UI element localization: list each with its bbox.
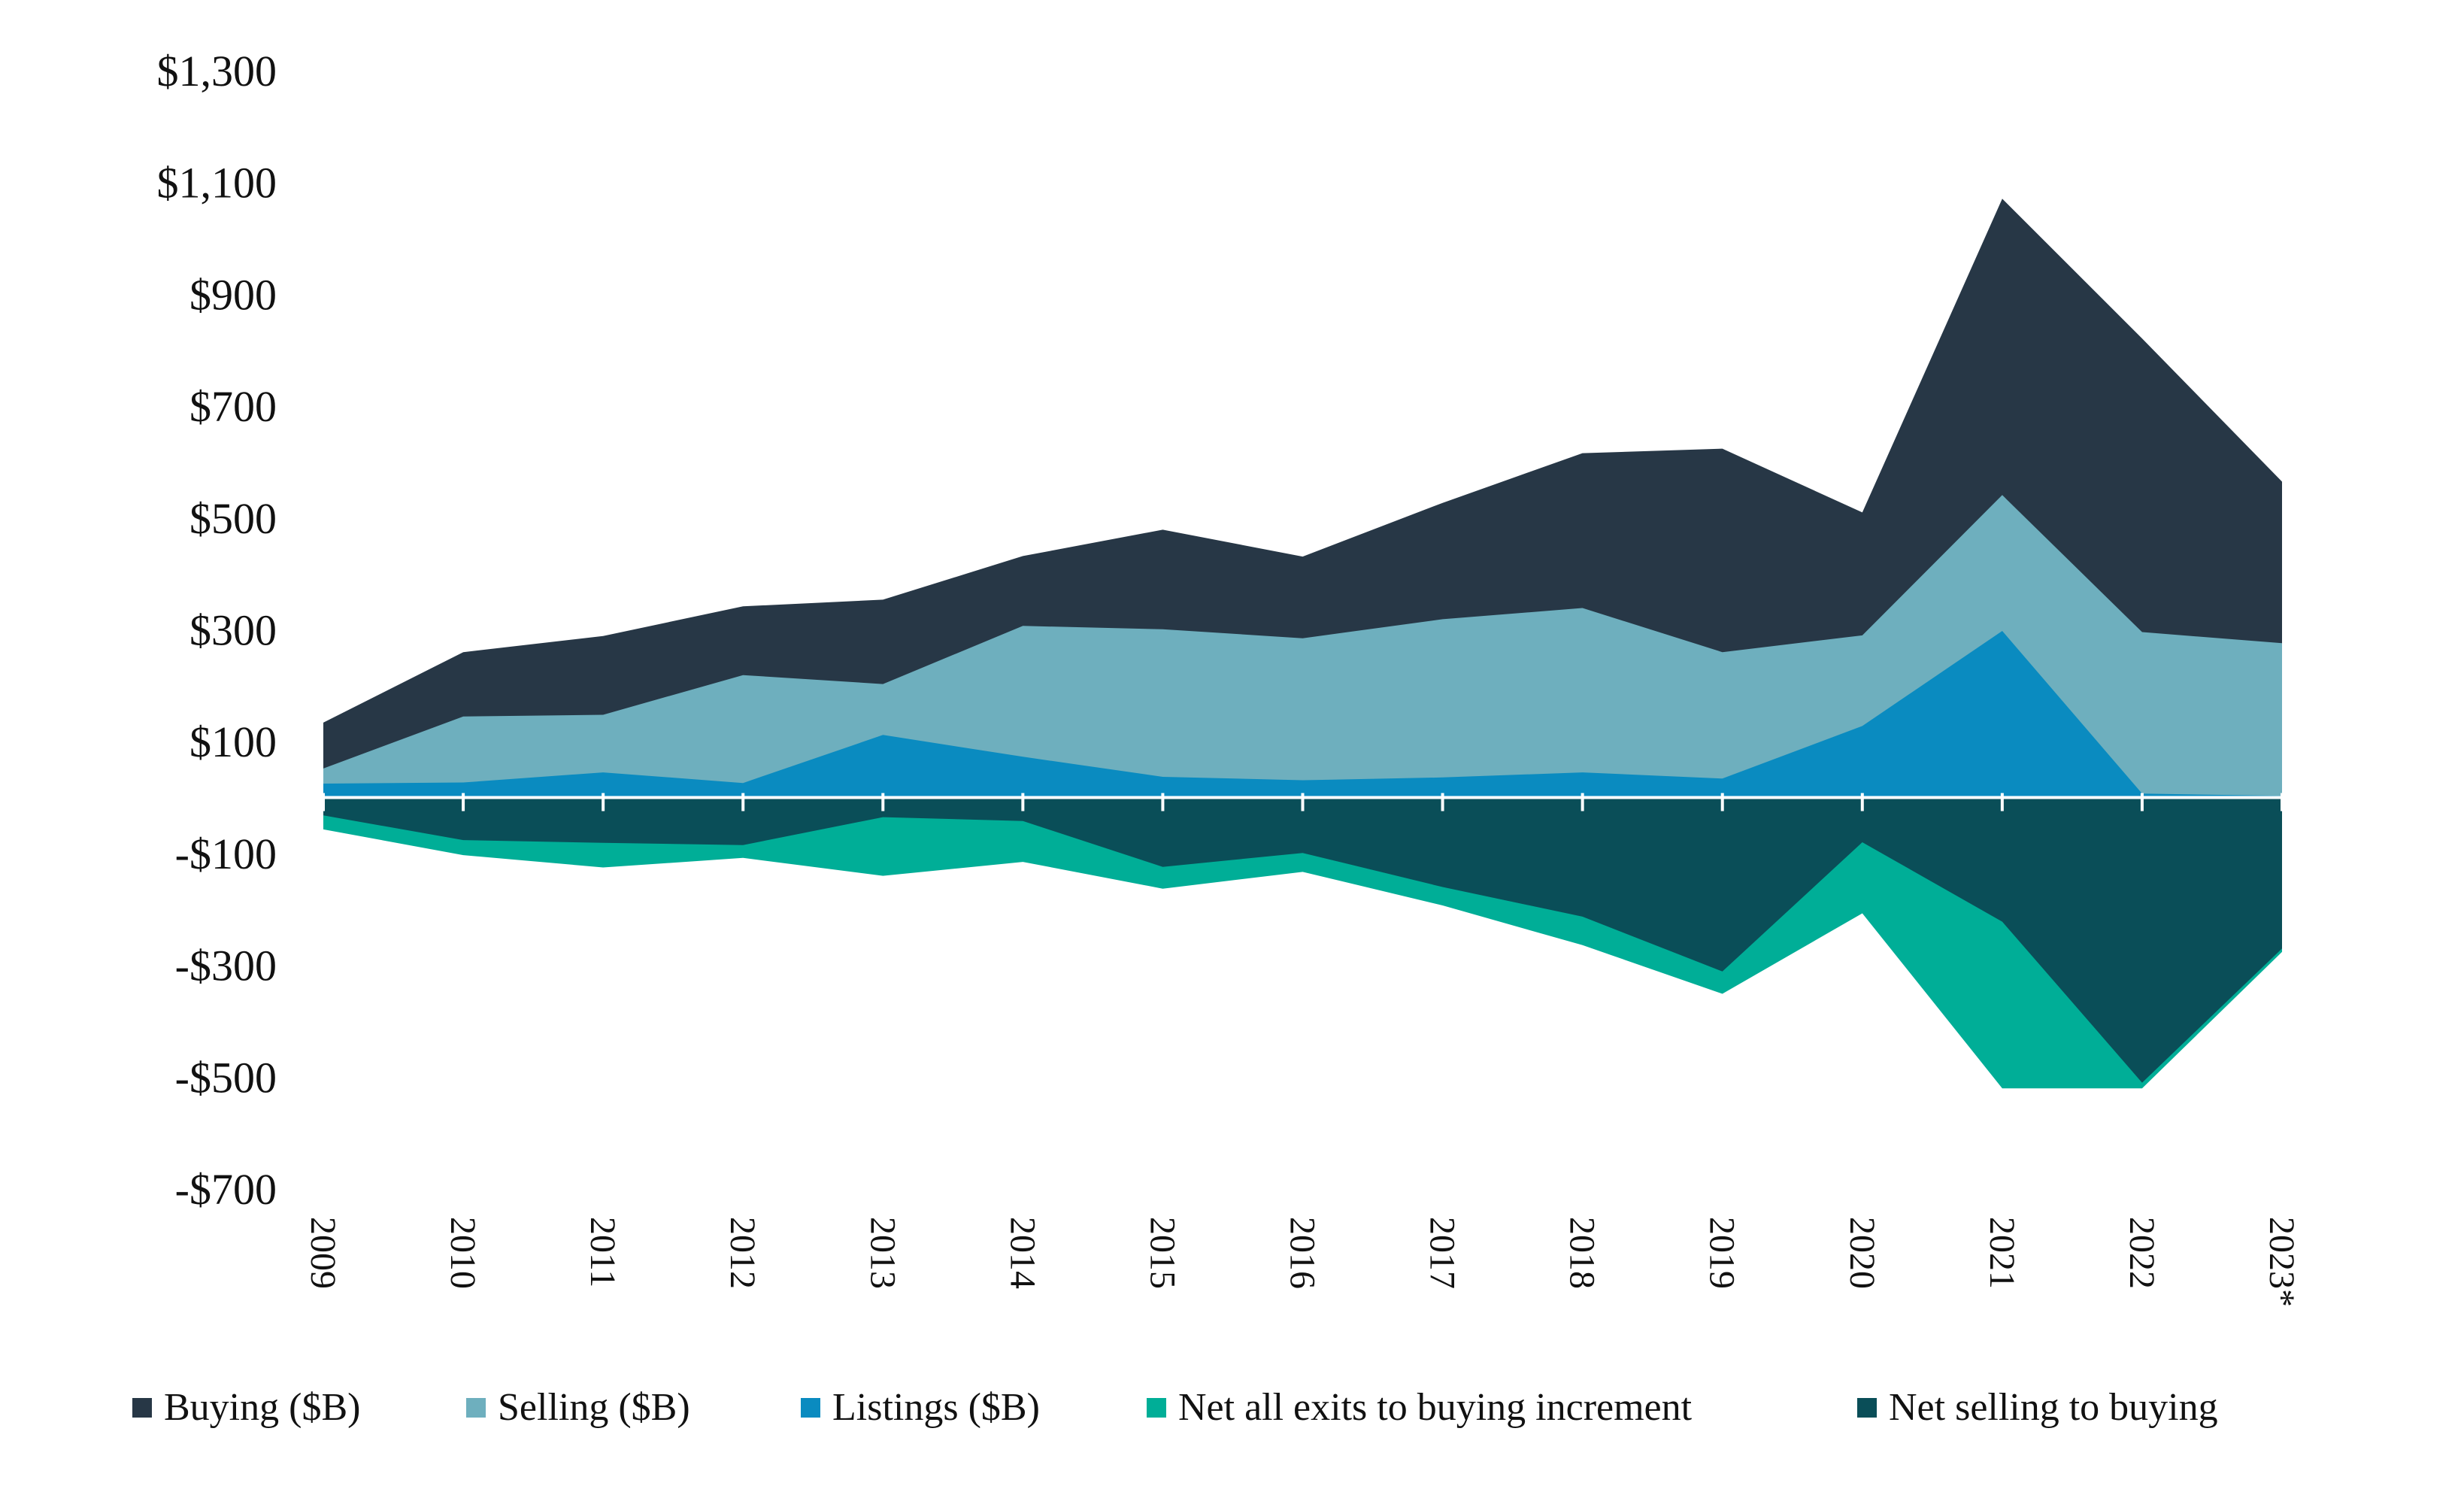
x-tick-label: 2021: [1982, 1217, 2022, 1289]
y-tick-label: $500: [189, 494, 277, 543]
legend-item: Buying ($B): [132, 1385, 360, 1430]
y-tick-label: -$700: [175, 1165, 277, 1214]
x-tick-label: 2015: [1142, 1217, 1182, 1289]
legend-label: Net all exits to buying increment: [1178, 1386, 1693, 1429]
x-axis-labels: 2009 2010 2011 2012 2013 2014 2015 2016 2017 2018…: [303, 1217, 2302, 1307]
legend-label: Buying ($B): [164, 1386, 361, 1429]
x-tick-label: 2012: [723, 1217, 762, 1289]
area-series-5: [323, 797, 2282, 1083]
legend-swatch: [1857, 1397, 1877, 1418]
x-tick-label: 2017: [1423, 1217, 1462, 1289]
legend-item: Listings ($B): [801, 1385, 1040, 1430]
x-tick-label: 2020: [1842, 1217, 1882, 1289]
area-series-3: [323, 631, 2282, 798]
legend-swatch: [466, 1397, 486, 1418]
x-tick-label: 2013: [862, 1217, 902, 1289]
x-tick-label: 2016: [1283, 1217, 1323, 1289]
legend-swatch: [801, 1397, 820, 1418]
legend: Buying ($B) Selling ($B) Listings ($B) Net …: [0, 1385, 2464, 1460]
x-tick-label: 2014: [1002, 1217, 1042, 1289]
x-tick-label: 2019: [1702, 1217, 1742, 1289]
y-axis-labels: $1,300 $1,100 $900 $700 $500 $300 $100 -$100 -$3…: [157, 47, 277, 1214]
y-tick-label: -$500: [175, 1053, 277, 1102]
x-tick-label: 2022: [2122, 1217, 2162, 1289]
legend-swatch: [1147, 1397, 1166, 1418]
vertical-ticks-layer: [322, 793, 2284, 811]
y-tick-label: $900: [189, 270, 277, 319]
y-tick-label: -$100: [175, 829, 277, 878]
y-tick-label: -$300: [175, 942, 277, 990]
x-tick-label: 2023*: [2262, 1217, 2302, 1307]
y-tick-label: $1,100: [157, 159, 277, 208]
areas-layer: [323, 199, 2282, 1089]
legend-swatch: [132, 1397, 152, 1418]
legend-label: Listings ($B): [832, 1386, 1040, 1429]
area-series-2: [323, 495, 2282, 798]
y-tick-label: $100: [189, 717, 277, 766]
legend-item: Net all exits to buying increment: [1147, 1385, 1692, 1430]
legend-item: Net selling to buying: [1857, 1385, 2218, 1430]
legend-label: Selling ($B): [498, 1386, 690, 1429]
x-tick-label: 2009: [303, 1217, 343, 1289]
y-tick-label: $1,300: [157, 47, 277, 96]
y-tick-label: $300: [189, 606, 277, 655]
y-tick-label: $700: [189, 382, 277, 431]
legend-label: Net selling to buying: [1889, 1386, 2218, 1429]
legend-item: Selling ($B): [466, 1385, 690, 1430]
x-tick-label: 2018: [1562, 1217, 1602, 1289]
x-tick-label: 2010: [443, 1217, 483, 1289]
x-tick-label: 2011: [583, 1217, 623, 1287]
